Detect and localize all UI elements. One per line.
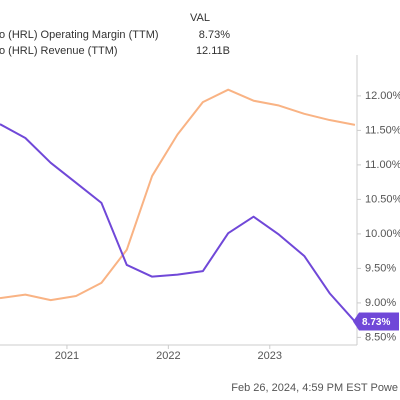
x-tick-label: 2023 — [258, 350, 282, 362]
series-line — [0, 88, 356, 302]
y-tick-label: 10.00% — [365, 228, 400, 240]
y-tick-label: 12.00% — [365, 90, 400, 102]
footer: Feb 26, 2024, 4:59 PM EST Powe — [231, 382, 398, 394]
value-badge-label: 8.73% — [362, 317, 390, 328]
y-tick-label: 11.00% — [365, 159, 400, 171]
value-badge — [353, 312, 399, 331]
y-tick-label: 9.00% — [365, 297, 396, 309]
x-tick-label: 2022 — [156, 350, 180, 362]
legend-value: 12.11B — [196, 45, 230, 57]
y-tick-label: 8.50% — [365, 331, 396, 343]
y-tick-label: 11.50% — [365, 124, 400, 136]
x-tick-label: 2021 — [55, 350, 79, 362]
legend-value: 8.73% — [199, 29, 230, 41]
legend-name: o (HRL) Operating Margin (TTM) — [0, 29, 159, 41]
y-tick-label: 10.50% — [365, 193, 400, 205]
series-line — [0, 123, 356, 323]
legend-name: o (HRL) Revenue (TTM) — [0, 45, 118, 57]
legend-header: VAL — [190, 12, 210, 24]
y-tick-label: 9.50% — [365, 262, 396, 274]
